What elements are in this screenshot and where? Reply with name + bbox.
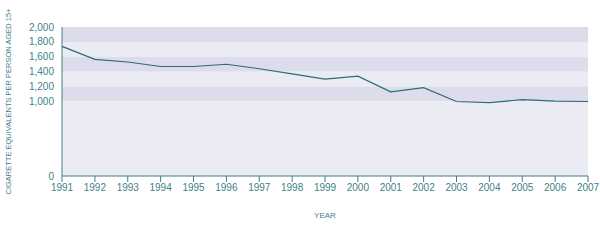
svg-text:2006: 2006 <box>544 182 567 193</box>
svg-text:0: 0 <box>48 171 54 182</box>
svg-text:1993: 1993 <box>117 182 140 193</box>
svg-text:2,000: 2,000 <box>29 22 54 33</box>
svg-text:1996: 1996 <box>215 182 238 193</box>
svg-text:2007: 2007 <box>577 182 592 193</box>
svg-text:1994: 1994 <box>150 182 173 193</box>
svg-text:1,600: 1,600 <box>29 51 54 62</box>
svg-text:2004: 2004 <box>478 182 501 193</box>
svg-text:1,000: 1,000 <box>29 96 54 107</box>
svg-text:1992: 1992 <box>84 182 107 193</box>
svg-text:1991: 1991 <box>51 182 74 193</box>
svg-text:2003: 2003 <box>445 182 468 193</box>
svg-text:2001: 2001 <box>380 182 403 193</box>
svg-text:2002: 2002 <box>413 182 436 193</box>
svg-text:1,400: 1,400 <box>29 66 54 77</box>
svg-text:2005: 2005 <box>511 182 534 193</box>
svg-text:1999: 1999 <box>314 182 337 193</box>
svg-text:1,200: 1,200 <box>29 81 54 92</box>
svg-text:1997: 1997 <box>248 182 271 193</box>
svg-text:YEAR: YEAR <box>314 211 336 220</box>
svg-text:2000: 2000 <box>347 182 370 193</box>
svg-text:1995: 1995 <box>182 182 205 193</box>
svg-text:CIGARETTE EQUIVALENTS PER PERS: CIGARETTE EQUIVALENTS PER PERSON AGED 15… <box>8 8 13 195</box>
svg-text:1,800: 1,800 <box>29 36 54 47</box>
svg-text:1998: 1998 <box>281 182 304 193</box>
